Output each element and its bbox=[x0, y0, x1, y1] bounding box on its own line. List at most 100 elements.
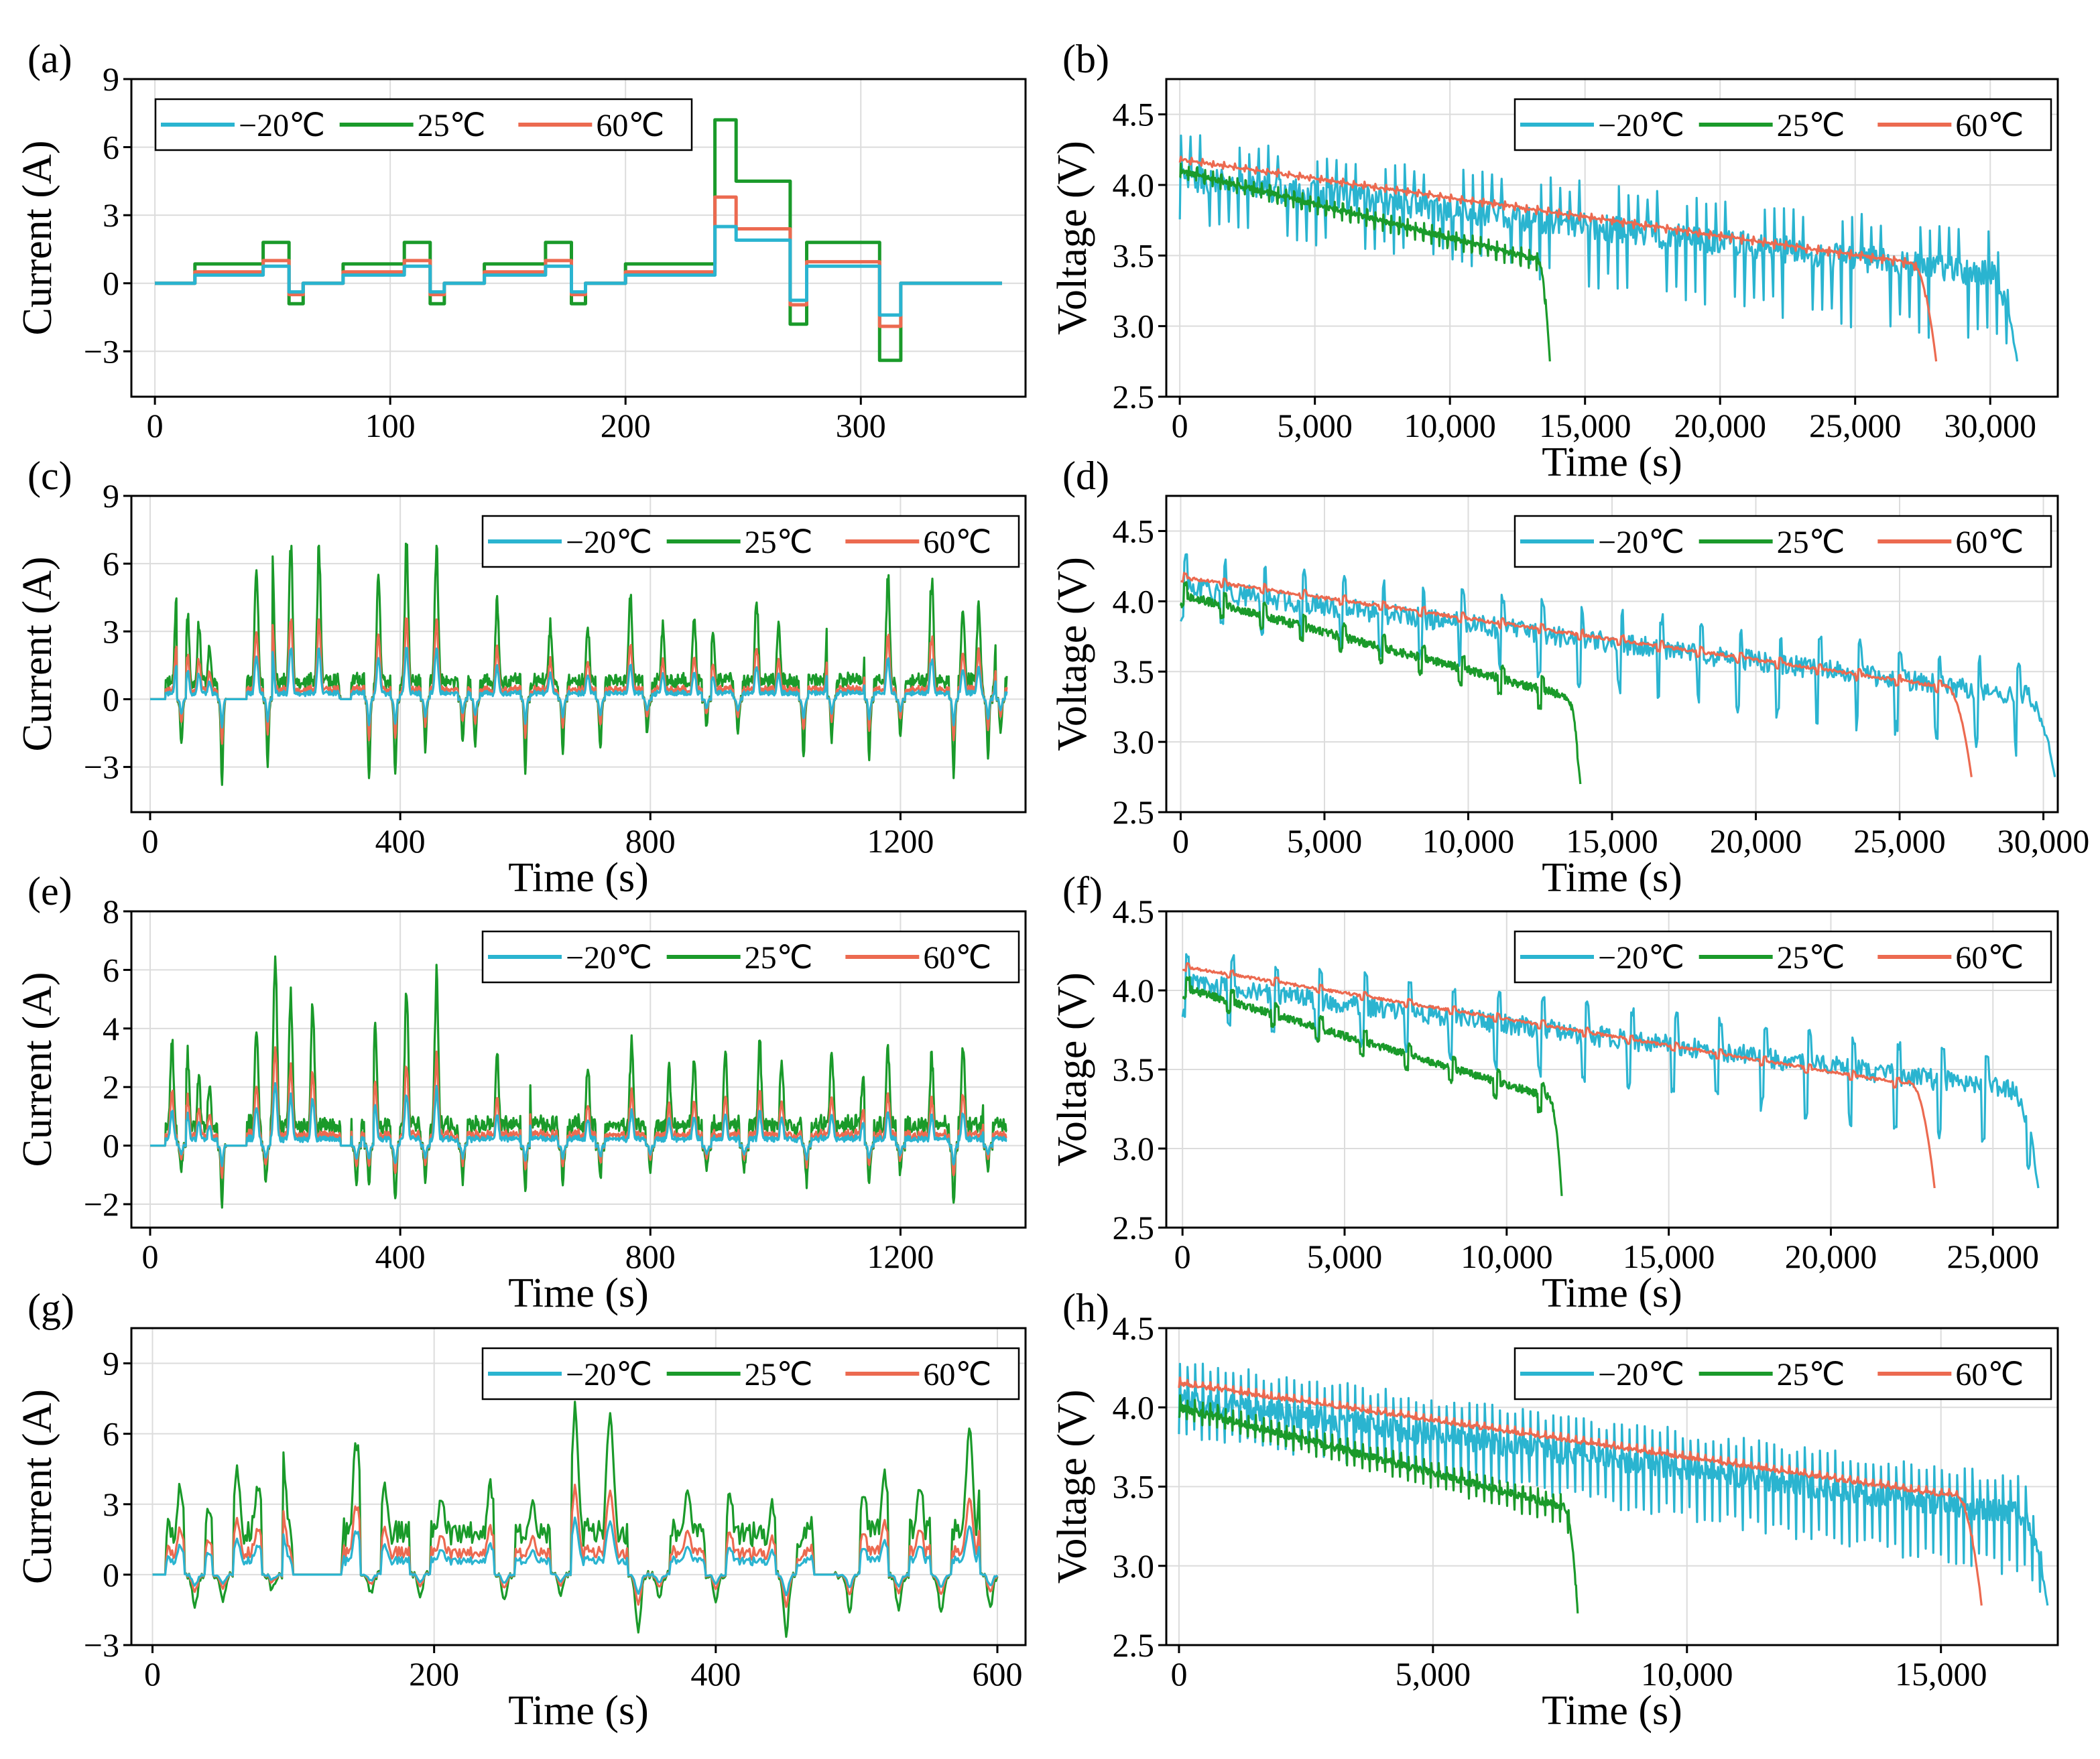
y-tick-label: 6 bbox=[103, 129, 119, 166]
x-tick-label: 400 bbox=[690, 1655, 741, 1693]
x-tick-label: 25,000 bbox=[1853, 822, 1946, 860]
x-tick-label: 30,000 bbox=[1944, 407, 2036, 444]
x-axis-title: Time (s) bbox=[1542, 1271, 1682, 1316]
y-axis-title: Current (A) bbox=[15, 1389, 60, 1584]
y-tick-label: 3.0 bbox=[1113, 1130, 1155, 1167]
y-tick-label: 0 bbox=[103, 1127, 119, 1165]
legend: −20℃ 25℃ 60℃ bbox=[481, 930, 1020, 984]
x-tick-label: 0 bbox=[1172, 407, 1188, 444]
x-tick-label: 15,000 bbox=[1566, 822, 1658, 860]
legend-box bbox=[1514, 1347, 2052, 1400]
plot-frame bbox=[130, 495, 1027, 813]
y-tick-label: −3 bbox=[84, 1626, 119, 1664]
y-tick-label: 3.0 bbox=[1113, 1547, 1155, 1585]
y-tick-label: 3 bbox=[103, 1486, 119, 1523]
series-group bbox=[1178, 1362, 2049, 1614]
legend-label-2: 60℃ bbox=[1955, 940, 2024, 976]
x-tick-label: 10,000 bbox=[1422, 822, 1515, 860]
legend: −20℃ 25℃ 60℃ bbox=[481, 515, 1020, 568]
series-line-2 bbox=[149, 1046, 1007, 1179]
panel-c: 0 400 800 1200 −3 0 3 6 9 Time (s) Current (A) (c) −… bbox=[15, 454, 1027, 901]
plot-frame bbox=[1165, 78, 2059, 398]
y-tick-label: 6 bbox=[103, 545, 119, 582]
legend-box bbox=[1514, 515, 2052, 568]
legend-label-0: −20℃ bbox=[1598, 108, 1684, 143]
legend-label-2: 60℃ bbox=[923, 1357, 991, 1392]
legend: −20℃ 25℃ 60℃ bbox=[154, 98, 693, 151]
legend-box bbox=[154, 98, 693, 151]
y-tick-label: −3 bbox=[84, 748, 119, 786]
y-tick-label: 9 bbox=[103, 477, 119, 515]
x-tick-label: 15,000 bbox=[1623, 1238, 1715, 1275]
panel-b: 0 5,000 10,000 15,000 20,000 25,000 30,000 2.5 3… bbox=[1050, 37, 2059, 485]
y-tick-label: 8 bbox=[103, 893, 119, 930]
y-tick-label: 2.5 bbox=[1113, 1626, 1155, 1664]
series-line-1 bbox=[155, 118, 1002, 363]
panel-label: (c) bbox=[27, 454, 72, 498]
panel-label: (a) bbox=[27, 37, 72, 81]
series-line-0 bbox=[1181, 953, 2040, 1189]
series-group bbox=[149, 955, 1007, 1209]
y-axis-title: Current (A) bbox=[15, 141, 60, 336]
legend: −20℃ 25℃ 60℃ bbox=[1514, 98, 2052, 151]
x-axis-title: Time (s) bbox=[508, 1271, 649, 1316]
y-tick-label: 9 bbox=[103, 60, 119, 98]
legend: −20℃ 25℃ 60℃ bbox=[1514, 930, 2052, 984]
y-axis-title: Current (A) bbox=[15, 557, 60, 752]
x-tick-label: 400 bbox=[375, 1238, 426, 1275]
x-tick-label: 800 bbox=[625, 1238, 676, 1275]
x-tick-label: 10,000 bbox=[1641, 1655, 1733, 1693]
y-tick-label: 0 bbox=[103, 1556, 119, 1593]
panel-h: 0 5,000 10,000 15,000 2.5 3.0 3.5 4.0 4.5 Time (s… bbox=[1050, 1286, 2059, 1734]
y-tick-label: 2.5 bbox=[1113, 793, 1155, 831]
y-tick-label: 9 bbox=[103, 1345, 119, 1382]
plot-frame bbox=[130, 78, 1027, 398]
legend-label-2: 60℃ bbox=[1955, 525, 2024, 560]
y-tick-label: 2 bbox=[103, 1068, 119, 1106]
y-axis-title: Voltage (V) bbox=[1050, 557, 1095, 751]
series-line-2 bbox=[1178, 155, 1938, 362]
y-tick-label: 3.5 bbox=[1113, 237, 1155, 274]
legend: −20℃ 25℃ 60℃ bbox=[1514, 515, 2052, 568]
legend-box bbox=[481, 930, 1020, 984]
y-tick-label: 3.0 bbox=[1113, 723, 1155, 761]
y-tick-label: 4.5 bbox=[1113, 1309, 1155, 1347]
y-tick-label: 4.5 bbox=[1113, 893, 1155, 930]
panel-a: 0 100 200 300 −3 0 3 6 9 Current (A) (a) −20℃ 25℃ 60℃ bbox=[15, 37, 1027, 444]
x-tick-label: 20,000 bbox=[1785, 1238, 1877, 1275]
legend-label-0: −20℃ bbox=[1598, 525, 1684, 560]
legend-label-1: 25℃ bbox=[1777, 1357, 1845, 1392]
series-group bbox=[155, 118, 1002, 363]
x-tick-label: 0 bbox=[1174, 1238, 1191, 1275]
series-line-0 bbox=[1178, 134, 2019, 362]
series-line-0 bbox=[1178, 1362, 2049, 1606]
legend-label-1: 25℃ bbox=[745, 525, 813, 560]
legend-label-2: 60℃ bbox=[596, 108, 664, 143]
legend-box bbox=[1514, 98, 2052, 151]
y-tick-label: 6 bbox=[103, 1415, 119, 1453]
y-tick-label: 3 bbox=[103, 196, 119, 234]
x-tick-label: 600 bbox=[972, 1655, 1022, 1693]
x-tick-label: 5,000 bbox=[1396, 1655, 1471, 1693]
x-tick-label: 0 bbox=[141, 1238, 158, 1275]
x-tick-label: 20,000 bbox=[1674, 407, 1766, 444]
series-line-0 bbox=[155, 224, 1002, 317]
legend-label-0: −20℃ bbox=[566, 525, 652, 560]
x-tick-label: 400 bbox=[375, 822, 426, 860]
legend: −20℃ 25℃ 60℃ bbox=[481, 1347, 1020, 1400]
plot-frame bbox=[130, 1327, 1027, 1646]
series-line-1 bbox=[149, 955, 1007, 1209]
series-line-0 bbox=[152, 1516, 999, 1597]
x-tick-label: 5,000 bbox=[1287, 822, 1363, 860]
y-axis-title: Current (A) bbox=[15, 972, 60, 1167]
series-group bbox=[1178, 134, 2019, 362]
x-tick-label: 1200 bbox=[867, 822, 934, 860]
x-tick-label: 0 bbox=[147, 407, 164, 444]
y-tick-label: 3 bbox=[103, 612, 119, 650]
x-tick-label: 15,000 bbox=[1539, 407, 1631, 444]
x-axis-title: Time (s) bbox=[1542, 855, 1682, 901]
legend-label-2: 60℃ bbox=[1955, 1357, 2024, 1392]
y-axis-title: Voltage (V) bbox=[1050, 1390, 1095, 1584]
legend-box bbox=[481, 515, 1020, 568]
